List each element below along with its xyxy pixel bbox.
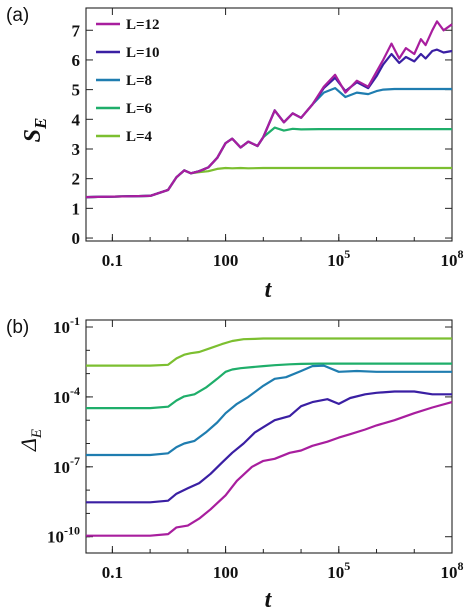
y-tick-a-3-label: 3 <box>72 140 81 159</box>
x-tick-b-100-label: 100 <box>213 563 239 582</box>
y-tick-b-10-7-base: 10 <box>53 458 70 477</box>
y-tick-a-0-label: 0 <box>72 229 81 248</box>
x-tick-b-105-label: 105 <box>327 559 350 582</box>
x-axis-label-a: t <box>265 277 273 303</box>
y-tick-b-10-1-exp: -1 <box>70 314 80 328</box>
y-tick-a-1-base: 1 <box>72 199 81 218</box>
x-tick-b-105-exp: 5 <box>344 559 350 573</box>
y-tick-b-10-4-base: 10 <box>53 388 70 407</box>
series-line-b-l-4 <box>86 337 452 367</box>
y-tick-b-10-1-base: 10 <box>53 318 70 337</box>
legend-label-l-8: L=8 <box>126 73 152 89</box>
series-line-a-l-12 <box>85 20 453 199</box>
y-tick-b-10-7-exp: -7 <box>70 454 80 468</box>
y-tick-a-0-base: 0 <box>72 229 81 248</box>
legend-label-l-12: L=12 <box>126 17 160 33</box>
x-tick-a-100-label: 100 <box>213 251 239 270</box>
x-tick-b-108-exp: 8 <box>458 559 464 573</box>
y-tick-a-4-label: 4 <box>72 110 81 129</box>
x-tick-b-0-1-label: 0.1 <box>102 563 123 582</box>
legend-label-l-6: L=6 <box>126 101 153 117</box>
y-axis-label-a: SE <box>20 118 50 143</box>
x-tick-a-108-label: 108 <box>441 247 464 270</box>
y-axis-label-a-main: S <box>20 129 46 142</box>
y-tick-a-1-label: 1 <box>72 199 81 218</box>
y-tick-a-6-base: 6 <box>72 51 81 70</box>
panel-label-b: (b) <box>6 317 29 338</box>
series-line-b-l-6 <box>86 362 452 410</box>
series-line-a-l-4 <box>85 166 452 199</box>
x-tick-b-108-base: 10 <box>441 563 458 582</box>
series-lines-b <box>86 337 453 537</box>
series-lines-a <box>85 20 453 199</box>
y-tick-b-10-10-base: 10 <box>47 528 64 547</box>
y-axis-label-a-sub: E <box>31 118 50 130</box>
x-tick-b-105-base: 10 <box>327 563 344 582</box>
y-tick-a-2-base: 2 <box>72 170 81 189</box>
y-tick-b-10-1-label: 10-1 <box>53 314 80 337</box>
y-tick-a-2-label: 2 <box>72 170 81 189</box>
x-tick-b-108-label: 108 <box>441 559 464 582</box>
y-tick-b-10-10-label: 10-10 <box>47 524 80 547</box>
legend-a: L=12 L=10 L=8 L=6 L=4 <box>96 17 160 145</box>
plot-frame-b <box>85 319 453 554</box>
x-tick-a-108-base: 10 <box>441 251 458 270</box>
y-axis-label-b-main: Δ <box>16 438 41 452</box>
legend-label-l-10: L=10 <box>126 45 160 61</box>
x-axis-a: 0.1 100 105 108 <box>102 8 464 270</box>
y-tick-a-4-base: 4 <box>72 110 81 129</box>
x-axis-label-b: t <box>265 587 273 613</box>
plot-frame-a <box>85 7 453 242</box>
series-line-b-l-8 <box>86 364 452 457</box>
y-tick-a-6-label: 6 <box>72 51 81 70</box>
y-axis-label-b-sub: E <box>29 429 45 439</box>
y-tick-b-10-7-label: 10-7 <box>53 454 80 477</box>
y-tick-b-10-4-label: 10-4 <box>53 384 80 407</box>
y-tick-b-10-4-exp: -4 <box>70 384 80 398</box>
legend-label-l-4: L=4 <box>126 129 153 145</box>
y-tick-a-3-base: 3 <box>72 140 81 159</box>
x-tick-a-0-1-base: 0.1 <box>102 251 123 270</box>
x-tick-a-108-exp: 8 <box>458 247 464 261</box>
x-tick-a-0-1-label: 0.1 <box>102 251 123 270</box>
x-tick-a-105-exp: 5 <box>344 247 350 261</box>
y-tick-a-7-base: 7 <box>72 21 81 40</box>
x-tick-a-105-label: 105 <box>327 247 350 270</box>
x-tick-a-100-base: 100 <box>213 251 239 270</box>
x-axis-b: 0.1 100 105 108 <box>102 320 464 582</box>
y-tick-a-5-label: 5 <box>72 81 81 100</box>
panel-label-a: (a) <box>6 5 29 26</box>
y-tick-a-5-base: 5 <box>72 81 81 100</box>
y-axis-label-b: ΔE <box>16 429 45 452</box>
y-tick-b-10-10-exp: -10 <box>64 524 80 538</box>
x-tick-b-100-base: 100 <box>213 563 239 582</box>
series-line-b-l-10 <box>86 390 452 504</box>
y-axis-a: 0 1 2 3 4 5 6 7 <box>72 21 452 248</box>
x-tick-a-105-base: 10 <box>327 251 344 270</box>
x-tick-b-0-1-base: 0.1 <box>102 563 123 582</box>
series-line-b-l-12 <box>86 401 453 537</box>
y-tick-a-7-label: 7 <box>72 21 81 40</box>
